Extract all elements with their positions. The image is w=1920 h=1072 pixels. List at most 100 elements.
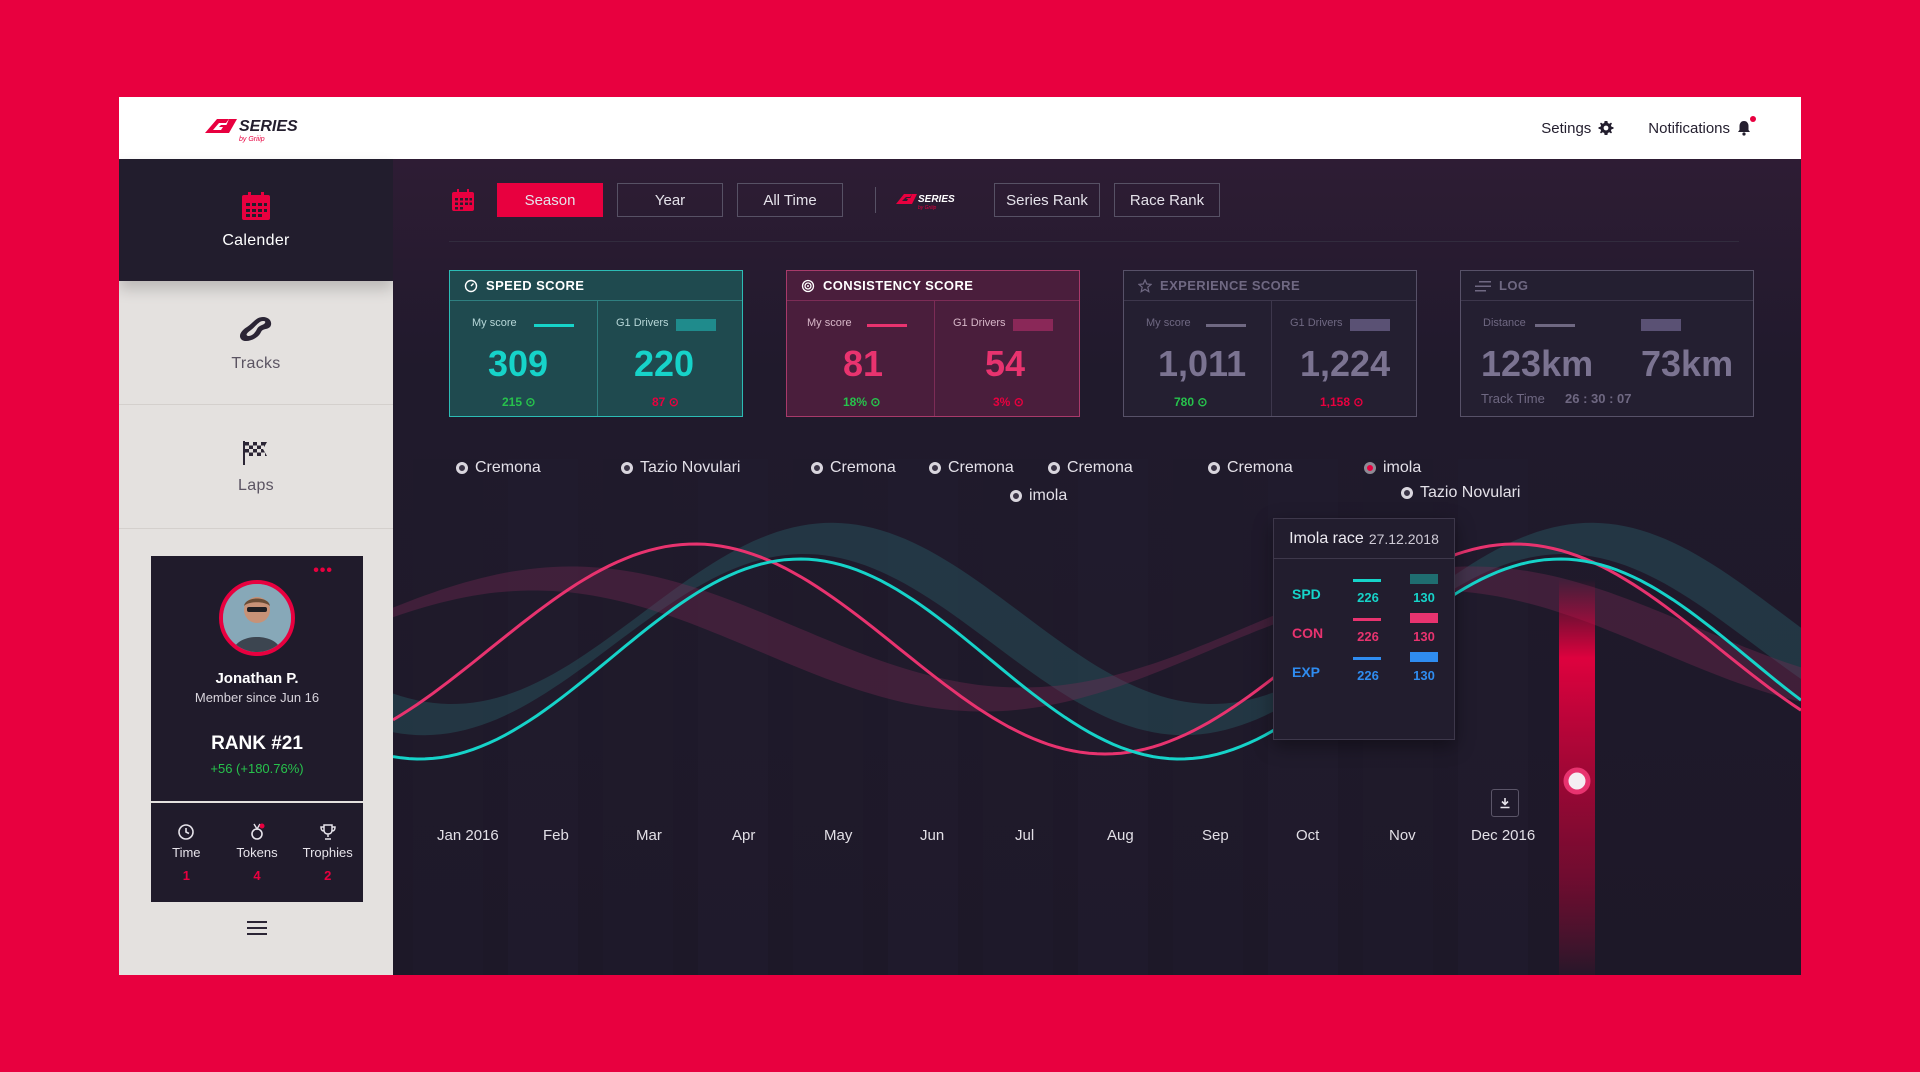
month-label: Mar	[636, 827, 662, 844]
avatar[interactable]	[219, 580, 295, 656]
bell-icon	[1737, 116, 1756, 136]
tooltip-my-legend	[1353, 579, 1381, 582]
race-rank-button[interactable]: Race Rank	[1114, 183, 1220, 217]
track-name: Tazio Novulari	[640, 459, 741, 476]
track-marker[interactable]: Cremona	[1208, 459, 1293, 477]
speed-score-card[interactable]: SPEED SCORE My score G1 Drivers 309 220 …	[449, 270, 743, 417]
track-marker[interactable]: imola	[1010, 487, 1067, 505]
sidebar-item-label: Calender	[222, 232, 290, 249]
clock-icon	[178, 824, 195, 840]
track-name: Cremona	[475, 459, 541, 476]
stat-trophies[interactable]: Trophies 2	[292, 803, 363, 902]
tooltip-row-speed: SPD 226 130	[1274, 574, 1454, 614]
track-time-label: Track Time	[1481, 391, 1545, 406]
stat-tokens[interactable]: Tokens 4	[222, 803, 293, 902]
card-divider	[1271, 301, 1272, 416]
stat-value: 4	[253, 868, 261, 883]
month-label: Jun	[920, 827, 945, 844]
g1-drivers-value: 1,224	[1300, 343, 1391, 384]
track-marker[interactable]: Cremona	[811, 459, 896, 477]
stat-time[interactable]: Time 1	[151, 803, 222, 902]
up-arrow-icon: ⊙	[525, 395, 536, 409]
consistency-score-card[interactable]: CONSISTENCY SCORE My score G1 Drivers 81…	[786, 270, 1080, 417]
filter-year-button[interactable]: Year	[617, 183, 723, 217]
filter-season-button[interactable]: Season	[497, 183, 603, 217]
month-label: Jan 2016	[437, 827, 499, 844]
g1-distance-value: 73km	[1641, 343, 1734, 384]
g1-drivers-sub: 87	[652, 395, 666, 409]
settings-link[interactable]: Setings	[1541, 120, 1614, 137]
my-score-sub: 215	[502, 395, 523, 409]
profile-rank: RANK #21	[211, 733, 303, 754]
log-card[interactable]: LOG Distance 123km 73km Track Time 26 : …	[1460, 270, 1754, 417]
filter-all-time-button[interactable]: All Time	[737, 183, 843, 217]
card-title: EXPERIENCE SCORE	[1160, 278, 1301, 293]
sidebar-item-tracks[interactable]: Tracks	[119, 281, 393, 405]
sidebar-item-laps[interactable]: Laps	[119, 405, 393, 529]
tooltip-my-legend	[1353, 618, 1381, 621]
my-score-label: My score	[1146, 317, 1191, 329]
card-header: SPEED SCORE	[450, 271, 742, 301]
g1-drivers-legend	[676, 319, 716, 331]
more-options-icon[interactable]: •••	[313, 562, 333, 579]
my-score-label: My score	[472, 317, 517, 329]
month-label: Apr	[732, 827, 756, 844]
medal-icon	[251, 823, 265, 840]
notifications-link[interactable]: Notifications	[1648, 116, 1756, 137]
sidebar-item-calender[interactable]: Calender	[119, 159, 393, 281]
svg-text:by Griiip: by Griiip	[918, 205, 937, 211]
my-score-value: 81	[843, 343, 884, 384]
distance-label: Distance	[1483, 317, 1526, 329]
experience-score-card[interactable]: EXPERIENCE SCORE My score G1 Drivers 1,0…	[1123, 270, 1417, 417]
down-arrow-icon: ⊙	[668, 395, 679, 409]
track-name: Cremona	[1067, 459, 1133, 476]
profile-rank-change: +56 (+180.76%)	[210, 761, 304, 776]
card-header: CONSISTENCY SCORE	[787, 271, 1079, 301]
tooltip-g1-legend	[1410, 613, 1438, 623]
tooltip-my-value: 226	[1357, 668, 1379, 683]
speedometer-icon	[464, 279, 478, 292]
stat-label: Time	[172, 845, 201, 860]
track-dot-icon	[1401, 487, 1413, 499]
tooltip-key: CON	[1292, 625, 1324, 641]
card-divider	[597, 301, 598, 416]
track-marker[interactable]: Cremona	[456, 459, 541, 477]
month-label: Aug	[1107, 827, 1134, 844]
track-marker[interactable]: Tazio Novulari	[1401, 484, 1520, 502]
track-marker[interactable]: Cremona	[1048, 459, 1133, 477]
target-icon	[801, 279, 815, 292]
profile-name: Jonathan P.	[215, 670, 299, 687]
chart-column	[1173, 459, 1243, 975]
calendar-icon[interactable]	[451, 188, 475, 212]
track-marker[interactable]: Cremona	[929, 459, 1014, 477]
tooltip-g1-value: 130	[1413, 668, 1435, 683]
stat-label: Tokens	[236, 845, 278, 860]
download-button[interactable]	[1491, 789, 1519, 817]
track-icon	[239, 316, 272, 341]
profile-member-since: Member since Jun 16	[194, 690, 320, 705]
my-score-value: 1,011	[1158, 343, 1247, 384]
tooltip-g1-legend	[1410, 652, 1438, 662]
track-dot-icon	[1048, 462, 1060, 474]
selected-race-marker[interactable]	[1563, 767, 1591, 795]
g1-drivers-label: G1 Drivers	[953, 317, 1006, 329]
track-marker[interactable]: Tazio Novulari	[621, 459, 740, 477]
track-dot-icon	[1010, 490, 1022, 502]
g1-drivers-value: 220	[634, 343, 695, 384]
g1-drivers-legend	[1013, 319, 1053, 331]
track-marker-selected[interactable]: imola	[1364, 459, 1421, 477]
tooltip-row-consistency: CON 226 130	[1274, 613, 1454, 653]
chart-column	[793, 459, 863, 975]
track-dot-icon	[621, 462, 633, 474]
g1-series-logo[interactable]: SERIES by Griiip	[199, 111, 323, 145]
card-header: EXPERIENCE SCORE	[1124, 271, 1416, 301]
track-dot-icon	[1208, 462, 1220, 474]
g1-drivers-sub: 1,158	[1320, 395, 1351, 409]
g1-series-logo: SERIES by Griiip	[896, 194, 955, 211]
tooltip-g1-value: 130	[1413, 629, 1435, 644]
track-name: Cremona	[830, 459, 896, 476]
menu-icon[interactable]	[247, 921, 267, 935]
g1-drivers-value: 54	[985, 343, 1026, 384]
series-rank-button[interactable]: Series Rank	[994, 183, 1100, 217]
track-time-value: 26 : 30 : 07	[1565, 391, 1632, 406]
